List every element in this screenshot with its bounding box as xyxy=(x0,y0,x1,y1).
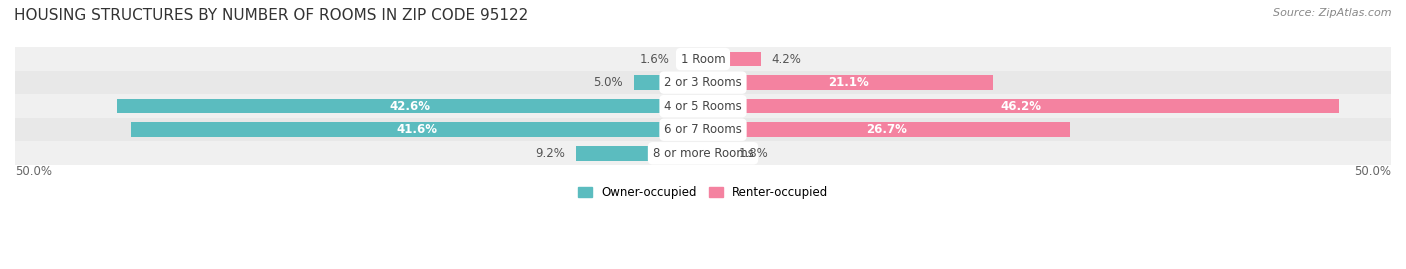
Bar xyxy=(634,75,703,90)
Legend: Owner-occupied, Renter-occupied: Owner-occupied, Renter-occupied xyxy=(572,182,834,204)
Bar xyxy=(681,52,703,66)
Text: 9.2%: 9.2% xyxy=(536,147,565,160)
Bar xyxy=(576,146,703,161)
Bar xyxy=(15,141,1391,165)
Text: 50.0%: 50.0% xyxy=(1354,165,1391,178)
Text: 42.6%: 42.6% xyxy=(389,100,430,113)
Text: 50.0%: 50.0% xyxy=(15,165,52,178)
Text: 1.6%: 1.6% xyxy=(640,52,671,66)
Text: 8 or more Rooms: 8 or more Rooms xyxy=(652,147,754,160)
Bar xyxy=(15,47,1391,71)
Text: 5.0%: 5.0% xyxy=(593,76,623,89)
Bar xyxy=(703,52,761,66)
Text: 26.7%: 26.7% xyxy=(866,123,907,136)
Text: 46.2%: 46.2% xyxy=(1000,100,1042,113)
Text: 41.6%: 41.6% xyxy=(396,123,437,136)
Bar xyxy=(15,118,1391,141)
Bar xyxy=(15,94,1391,118)
Text: 1.8%: 1.8% xyxy=(738,147,769,160)
Text: Source: ZipAtlas.com: Source: ZipAtlas.com xyxy=(1274,8,1392,18)
Text: 1 Room: 1 Room xyxy=(681,52,725,66)
Text: 6 or 7 Rooms: 6 or 7 Rooms xyxy=(664,123,742,136)
Bar xyxy=(703,146,728,161)
Bar xyxy=(131,122,703,137)
Bar xyxy=(117,99,703,114)
Text: 4.2%: 4.2% xyxy=(772,52,801,66)
Bar xyxy=(703,122,1070,137)
Text: 21.1%: 21.1% xyxy=(828,76,869,89)
Text: 2 or 3 Rooms: 2 or 3 Rooms xyxy=(664,76,742,89)
Bar xyxy=(15,71,1391,94)
Text: 4 or 5 Rooms: 4 or 5 Rooms xyxy=(664,100,742,113)
Bar xyxy=(703,99,1339,114)
Bar xyxy=(703,75,993,90)
Text: HOUSING STRUCTURES BY NUMBER OF ROOMS IN ZIP CODE 95122: HOUSING STRUCTURES BY NUMBER OF ROOMS IN… xyxy=(14,8,529,23)
